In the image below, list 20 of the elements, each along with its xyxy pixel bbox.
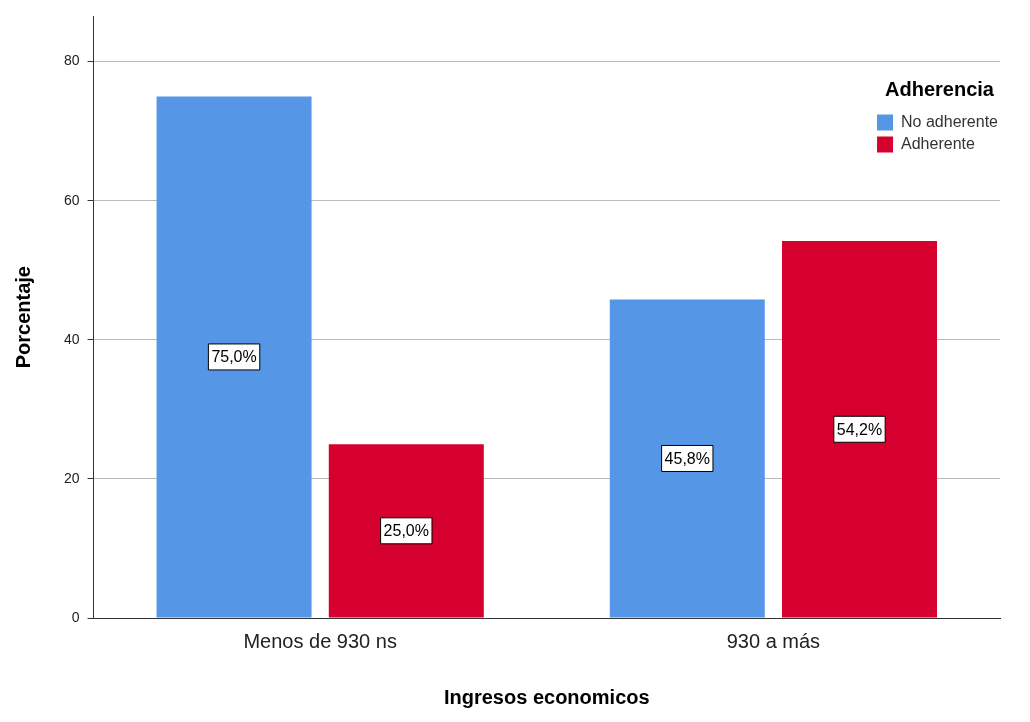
x-tick-label: 930 a más bbox=[726, 629, 821, 652]
legend-label: No adherente bbox=[901, 112, 999, 130]
data-label: 54,2% bbox=[836, 420, 883, 438]
bar bbox=[328, 444, 484, 618]
y-axis-title: Porcentaje bbox=[11, 266, 34, 369]
data-label: 25,0% bbox=[383, 522, 429, 540]
x-tick-label: Menos de 930 ns bbox=[243, 629, 397, 652]
bar bbox=[609, 299, 765, 618]
legend-label: Adherente bbox=[901, 134, 975, 152]
data-label: 75,0% bbox=[211, 348, 257, 366]
x-axis-title: Ingresos economicos bbox=[443, 685, 650, 708]
y-tick-label: 40 bbox=[63, 330, 80, 347]
y-tick-label: 20 bbox=[63, 469, 80, 486]
y-tick-label: 0 bbox=[71, 608, 80, 625]
y-tick-label: 80 bbox=[63, 52, 80, 69]
bar bbox=[156, 96, 312, 618]
bar bbox=[782, 241, 937, 618]
y-tick-label: 60 bbox=[63, 191, 80, 208]
data-label: 45,8% bbox=[664, 449, 710, 467]
legend-title: Adherencia bbox=[885, 77, 995, 100]
